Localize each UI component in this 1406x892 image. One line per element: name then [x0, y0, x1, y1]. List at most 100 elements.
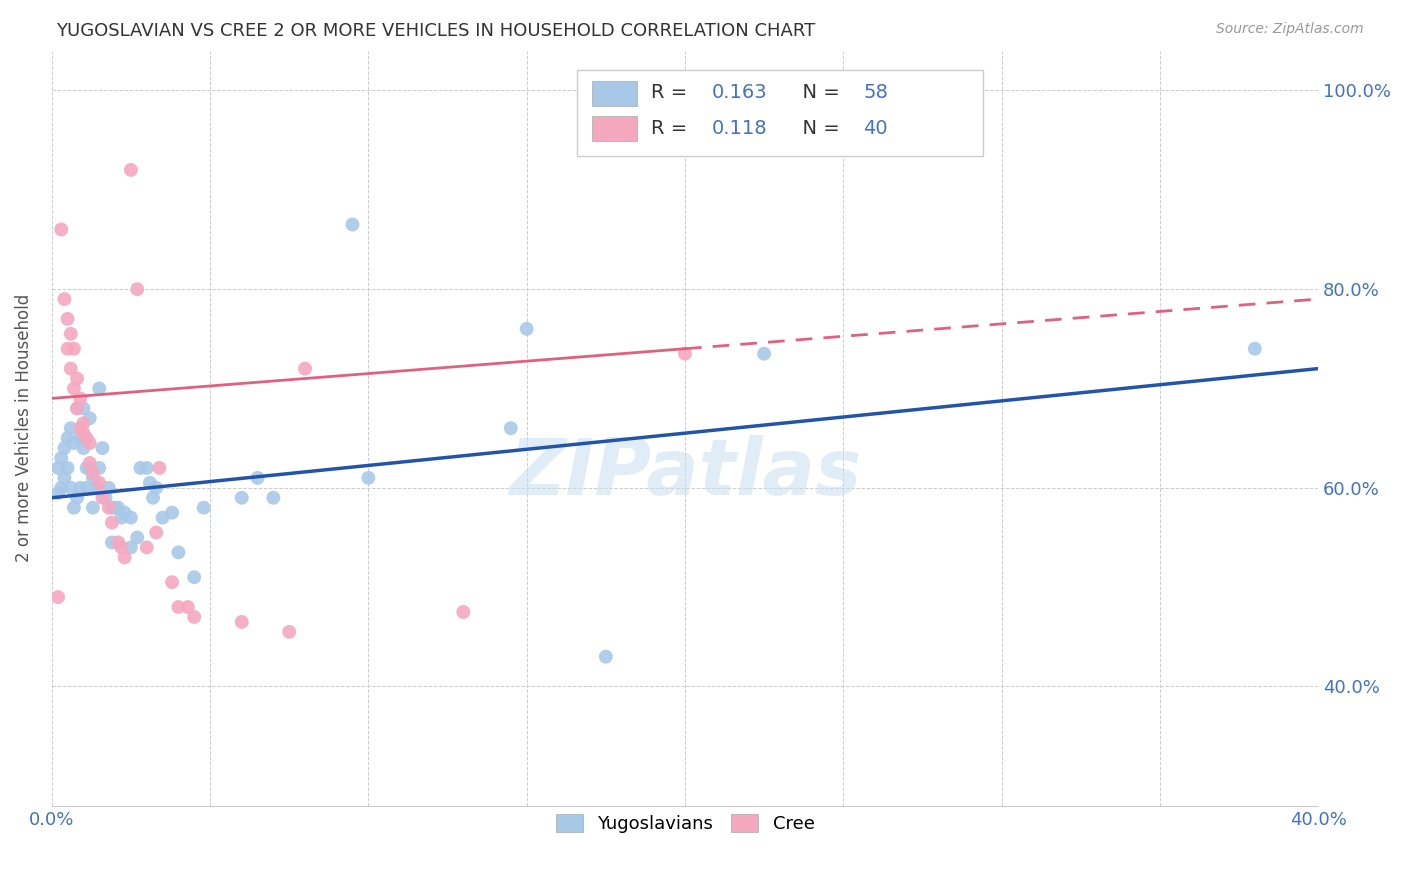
- Text: ZIPatlas: ZIPatlas: [509, 435, 860, 511]
- Point: [53, 471, 76, 485]
- Point: [673, 347, 696, 361]
- Point: [79, 461, 101, 475]
- Point: [167, 545, 190, 559]
- Point: [79, 456, 101, 470]
- Point: [148, 461, 170, 475]
- Point: [76, 481, 98, 495]
- Point: [56, 312, 79, 326]
- Point: [101, 516, 124, 530]
- Point: [72, 441, 94, 455]
- Point: [167, 600, 190, 615]
- Point: [453, 605, 475, 619]
- Point: [114, 550, 136, 565]
- Point: [120, 162, 142, 177]
- Text: R =: R =: [651, 83, 693, 102]
- Text: N =: N =: [790, 119, 846, 138]
- Point: [89, 381, 111, 395]
- Point: [107, 535, 129, 549]
- Point: [107, 500, 129, 515]
- Point: [127, 282, 149, 296]
- Point: [82, 466, 104, 480]
- Point: [63, 436, 86, 450]
- Point: [72, 416, 94, 430]
- Point: [145, 481, 167, 495]
- Point: [59, 421, 82, 435]
- Point: [69, 392, 91, 406]
- Point: [53, 441, 76, 455]
- Point: [56, 461, 79, 475]
- Point: [278, 624, 301, 639]
- Point: [63, 381, 86, 395]
- Y-axis label: 2 or more Vehicles in Household: 2 or more Vehicles in Household: [15, 294, 32, 562]
- Text: 0.118: 0.118: [711, 119, 768, 138]
- Point: [142, 491, 165, 505]
- Point: [89, 475, 111, 490]
- Point: [91, 441, 114, 455]
- Point: [56, 431, 79, 445]
- Point: [82, 500, 104, 515]
- Point: [59, 481, 82, 495]
- Point: [51, 222, 73, 236]
- Point: [91, 491, 114, 505]
- Point: [516, 322, 538, 336]
- Point: [63, 500, 86, 515]
- Point: [193, 500, 215, 515]
- FancyBboxPatch shape: [592, 116, 637, 141]
- Point: [97, 481, 120, 495]
- Point: [66, 401, 89, 416]
- Point: [231, 615, 253, 629]
- Point: [127, 531, 149, 545]
- Point: [145, 525, 167, 540]
- Text: 58: 58: [863, 83, 889, 102]
- Point: [84, 481, 107, 495]
- Text: Source: ZipAtlas.com: Source: ZipAtlas.com: [1216, 22, 1364, 37]
- Point: [51, 481, 73, 495]
- Point: [231, 491, 253, 505]
- Point: [595, 649, 617, 664]
- Point: [69, 431, 91, 445]
- Text: N =: N =: [790, 83, 846, 102]
- Point: [79, 436, 101, 450]
- Point: [101, 535, 124, 549]
- FancyBboxPatch shape: [578, 70, 983, 156]
- Point: [53, 292, 76, 306]
- Point: [59, 326, 82, 341]
- Point: [262, 491, 284, 505]
- Point: [72, 426, 94, 441]
- Point: [183, 570, 205, 584]
- Point: [76, 461, 98, 475]
- Point: [160, 506, 183, 520]
- Legend: Yugoslavians, Cree: Yugoslavians, Cree: [543, 801, 827, 846]
- Point: [357, 471, 380, 485]
- Point: [51, 450, 73, 465]
- Point: [69, 421, 91, 435]
- Point: [342, 218, 364, 232]
- Point: [120, 510, 142, 524]
- Point: [82, 471, 104, 485]
- Text: 40: 40: [863, 119, 889, 138]
- Point: [183, 610, 205, 624]
- Point: [66, 371, 89, 385]
- Point: [101, 500, 124, 515]
- Point: [63, 342, 86, 356]
- Point: [152, 510, 174, 524]
- Point: [89, 461, 111, 475]
- Point: [46, 590, 69, 604]
- Point: [160, 575, 183, 590]
- Point: [499, 421, 522, 435]
- Point: [104, 500, 127, 515]
- Point: [129, 461, 152, 475]
- Point: [66, 491, 89, 505]
- Point: [46, 461, 69, 475]
- Point: [120, 541, 142, 555]
- Point: [79, 411, 101, 425]
- Point: [56, 342, 79, 356]
- Point: [752, 347, 775, 361]
- Point: [135, 541, 157, 555]
- Point: [66, 401, 89, 416]
- Point: [110, 541, 132, 555]
- Point: [110, 510, 132, 524]
- Point: [1243, 342, 1265, 356]
- FancyBboxPatch shape: [592, 81, 637, 106]
- Point: [114, 506, 136, 520]
